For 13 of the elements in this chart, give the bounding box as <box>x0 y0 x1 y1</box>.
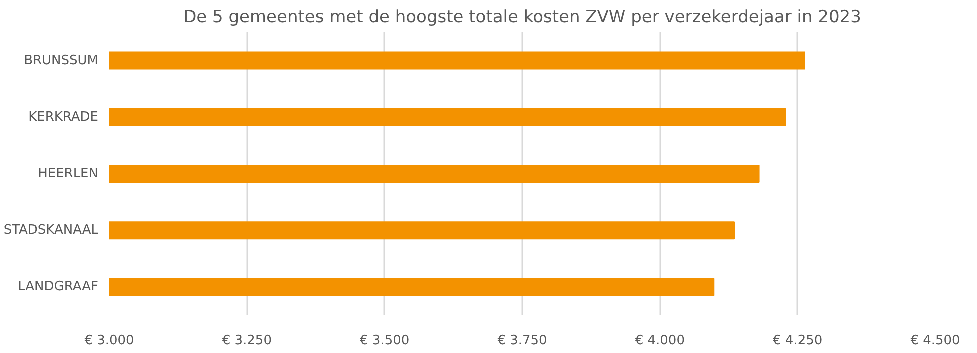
x-tick-label: € 3.750 <box>498 334 548 348</box>
y-tick-label: STADSKANAAL <box>4 223 100 238</box>
x-tick-label: € 3.000 <box>84 334 134 348</box>
y-tick-label: LANDGRAAF <box>18 280 98 295</box>
x-tick-label: € 4.000 <box>635 334 685 348</box>
x-tick-label: € 4.500 <box>910 334 960 348</box>
chart-title: De 5 gemeentes met de hoogste totale kosten ZVW per verzekerdejaar in 2023 <box>184 8 862 28</box>
x-tick-label: € 4.250 <box>773 334 823 348</box>
y-tick-label: KERKRADE <box>28 110 98 125</box>
y-tick-label: HEERLEN <box>38 166 99 182</box>
x-tick-label: € 3.500 <box>360 334 410 348</box>
y-tick-label: BRUNSSUM <box>24 53 99 68</box>
x-tick-label: € 3.250 <box>222 334 272 348</box>
